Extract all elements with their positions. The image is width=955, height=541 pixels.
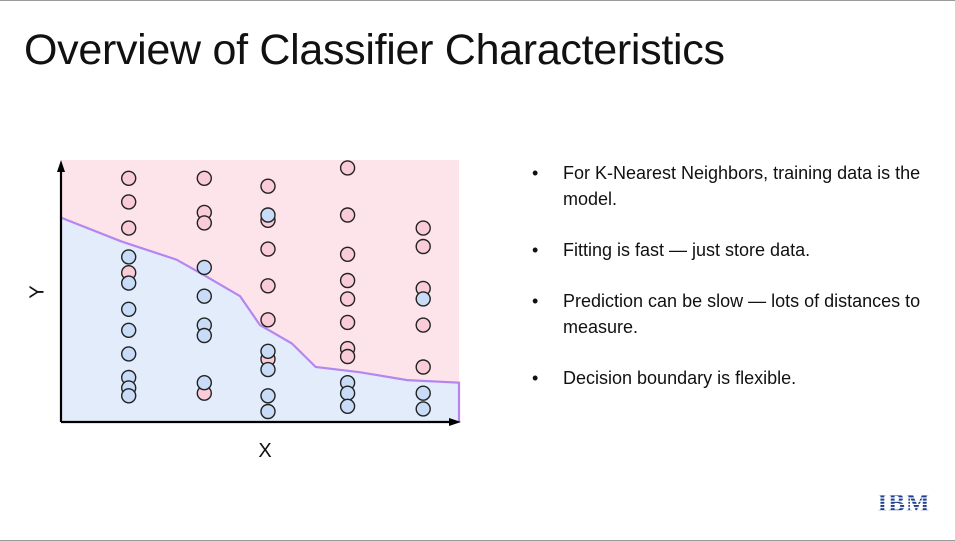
pink-point	[339, 348, 356, 365]
decision-regions	[61, 160, 459, 422]
blue-point	[260, 388, 276, 404]
ibm-logo: IBM	[878, 490, 931, 515]
blue-point	[260, 403, 276, 420]
blue-point	[260, 361, 276, 378]
pink-point	[339, 207, 356, 223]
y-axis-label: Y	[26, 285, 48, 298]
bullet-item: • Decision boundary is flexible.	[532, 365, 932, 391]
pink-point	[415, 220, 431, 236]
pink-point	[415, 238, 431, 255]
blue-region	[61, 217, 459, 422]
pink-point	[339, 291, 356, 307]
blue-point	[120, 249, 137, 265]
x-axis-arrow	[449, 418, 461, 426]
blue-point	[339, 398, 356, 414]
blue-point	[415, 291, 431, 307]
x-axis-label: X	[258, 440, 271, 462]
pink-point	[196, 170, 213, 187]
pink-point	[339, 272, 356, 289]
bullet-dot-icon: •	[532, 240, 539, 260]
blue-point	[260, 207, 276, 223]
pink-point	[196, 215, 213, 231]
pink-point	[415, 317, 431, 333]
blue-point	[120, 388, 137, 404]
pink-point	[260, 278, 276, 294]
blue-point	[120, 346, 137, 362]
bullet-text: Prediction can be slow — lots of distanc…	[563, 291, 921, 337]
blue-point	[339, 385, 356, 401]
blue-point	[196, 288, 213, 304]
bullet-text: For K-Nearest Neighbors, training data i…	[563, 163, 921, 209]
blue-point	[196, 259, 213, 276]
bullet-text: Fitting is fast — just store data.	[563, 240, 811, 260]
y-axis-arrow	[57, 160, 65, 172]
bullet-list: • For K-Nearest Neighbors, training data …	[532, 160, 932, 416]
pink-point	[120, 170, 137, 187]
bullet-text: Decision boundary is flexible.	[563, 368, 797, 388]
chart-axes	[57, 160, 461, 426]
blue-point	[196, 375, 213, 391]
pink-point	[339, 314, 356, 331]
bullet-item: • Prediction can be slow — lots of distan…	[532, 288, 932, 340]
decision-boundary	[60, 216, 461, 422]
blue-point	[120, 275, 137, 291]
pink-point	[260, 178, 276, 194]
pink-point	[339, 160, 356, 176]
pink-point	[120, 194, 137, 210]
bullet-dot-icon: •	[532, 163, 539, 183]
blue-point	[120, 301, 137, 317]
slide-title: Overview of Classifier Characteristics	[24, 26, 725, 74]
bullet-item: • Fitting is fast — just store data.	[532, 237, 932, 263]
ibm-logo-text: IBM	[878, 490, 931, 515]
blue-point	[415, 401, 431, 417]
pink-point	[260, 312, 276, 328]
blue-point	[415, 385, 431, 401]
blue-point	[120, 322, 137, 338]
bullet-dot-icon: •	[532, 291, 539, 311]
data-points	[120, 160, 431, 420]
pink-point	[260, 241, 276, 257]
pink-point	[120, 220, 137, 236]
pink-point	[415, 359, 431, 375]
bullet-item: • For K-Nearest Neighbors, training data …	[532, 160, 932, 212]
bullet-dot-icon: •	[532, 368, 539, 388]
blue-point	[260, 343, 276, 359]
pink-point	[339, 246, 356, 263]
blue-point	[196, 327, 213, 344]
